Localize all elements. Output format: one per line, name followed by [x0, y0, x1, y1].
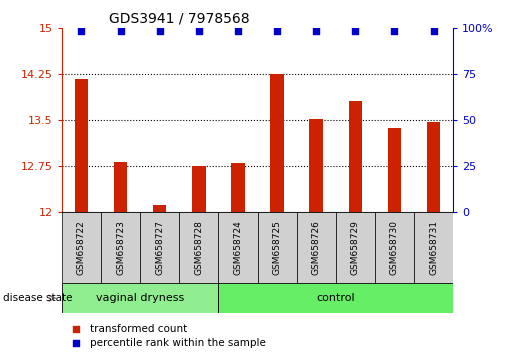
Bar: [75, 79, 88, 212]
Bar: [192, 166, 205, 212]
Text: GSM658726: GSM658726: [312, 220, 321, 275]
Bar: [375, 212, 414, 283]
Text: GSM658724: GSM658724: [233, 221, 243, 275]
Point: [312, 29, 320, 34]
Text: GSM658729: GSM658729: [351, 220, 360, 275]
Text: GSM658728: GSM658728: [194, 220, 203, 275]
Text: GSM658731: GSM658731: [429, 220, 438, 275]
Point: [390, 29, 399, 34]
Text: GSM658725: GSM658725: [272, 220, 282, 275]
Bar: [231, 163, 245, 212]
Bar: [270, 74, 284, 212]
Bar: [427, 122, 440, 212]
Bar: [140, 212, 179, 283]
Bar: [258, 212, 297, 283]
Text: GSM658723: GSM658723: [116, 220, 125, 275]
Bar: [62, 283, 218, 313]
Text: percentile rank within the sample: percentile rank within the sample: [90, 338, 266, 348]
Bar: [218, 212, 258, 283]
Point: [72, 341, 80, 346]
Text: GSM658730: GSM658730: [390, 220, 399, 275]
Bar: [414, 212, 453, 283]
Text: transformed count: transformed count: [90, 324, 187, 333]
Bar: [153, 205, 166, 212]
Text: control: control: [316, 293, 355, 303]
Bar: [388, 128, 401, 212]
Point: [72, 326, 80, 331]
Bar: [218, 283, 453, 313]
Bar: [297, 212, 336, 283]
Point: [273, 29, 281, 34]
Bar: [179, 212, 218, 283]
Bar: [336, 212, 375, 283]
Bar: [114, 162, 127, 212]
Text: vaginal dryness: vaginal dryness: [96, 293, 184, 303]
Point: [116, 29, 125, 34]
Text: GSM658722: GSM658722: [77, 221, 86, 275]
Bar: [62, 212, 101, 283]
Bar: [310, 119, 323, 212]
Point: [156, 29, 164, 34]
Bar: [349, 101, 362, 212]
Text: GSM658727: GSM658727: [155, 220, 164, 275]
Point: [430, 29, 438, 34]
Point: [195, 29, 203, 34]
Point: [234, 29, 242, 34]
Text: disease state: disease state: [3, 293, 72, 303]
Point: [351, 29, 359, 34]
Bar: [101, 212, 140, 283]
Text: GDS3941 / 7978568: GDS3941 / 7978568: [109, 12, 249, 26]
Point: [77, 29, 85, 34]
